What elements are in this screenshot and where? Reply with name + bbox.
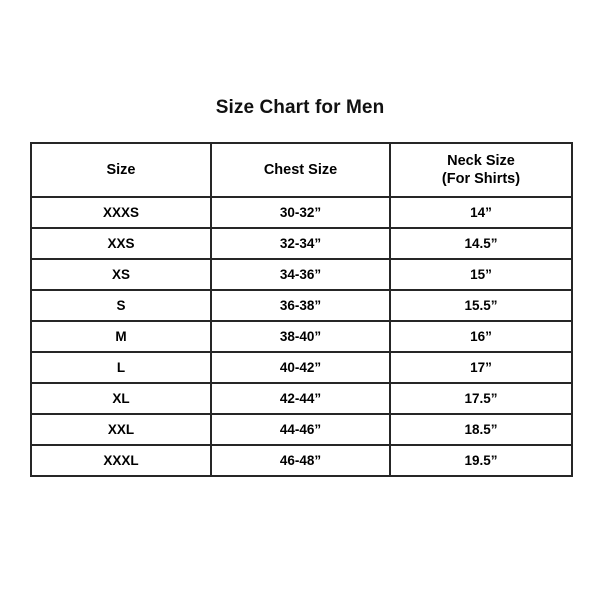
cell-chest: 36-38” (210, 289, 391, 322)
column-header-size-line-1: Size (106, 162, 136, 178)
size-chart-container: Size Chest Size Neck Size (For Shirts) X… (30, 142, 573, 477)
cell-neck: 16” (389, 320, 573, 353)
cell-neck: 15” (389, 258, 573, 291)
table-row: XL 42-44” 17.5” (30, 382, 573, 415)
table-header-row: Size Chest Size Neck Size (For Shirts) (30, 142, 573, 198)
table-row: M 38-40” 16” (30, 320, 573, 353)
table-row: XS 34-36” 15” (30, 258, 573, 291)
column-header-size: Size (30, 142, 212, 198)
column-header-neck-size-line-2: (For Shirts) (441, 171, 521, 187)
cell-size: S (30, 289, 212, 322)
cell-neck: 15.5” (389, 289, 573, 322)
table-row: L 40-42” 17” (30, 351, 573, 384)
cell-size: XXL (30, 413, 212, 446)
cell-size: L (30, 351, 212, 384)
cell-size: XS (30, 258, 212, 291)
cell-chest: 46-48” (210, 444, 391, 477)
table-row: XXS 32-34” 14.5” (30, 227, 573, 260)
table-header: Size Chest Size Neck Size (For Shirts) (30, 142, 573, 198)
cell-chest: 38-40” (210, 320, 391, 353)
cell-chest: 44-46” (210, 413, 391, 446)
cell-neck: 14.5” (389, 227, 573, 260)
cell-chest: 32-34” (210, 227, 391, 260)
cell-size: XL (30, 382, 212, 415)
size-chart-table: Size Chest Size Neck Size (For Shirts) X… (30, 142, 573, 477)
table-row: S 36-38” 15.5” (30, 289, 573, 322)
table-row: XXXL 46-48” 19.5” (30, 444, 573, 477)
cell-neck: 14” (389, 196, 573, 229)
cell-size: XXXL (30, 444, 212, 477)
table-body: XXXS 30-32” 14” XXS 32-34” 14.5” XS 34-3… (30, 196, 573, 477)
cell-size: M (30, 320, 212, 353)
cell-neck: 18.5” (389, 413, 573, 446)
cell-size: XXXS (30, 196, 212, 229)
cell-chest: 34-36” (210, 258, 391, 291)
cell-chest: 30-32” (210, 196, 391, 229)
cell-neck: 17” (389, 351, 573, 384)
cell-neck: 17.5” (389, 382, 573, 415)
cell-chest: 40-42” (210, 351, 391, 384)
column-header-chest-size: Chest Size (210, 142, 391, 198)
column-header-chest-size-line-1: Chest Size (263, 162, 338, 178)
table-row: XXXS 30-32” 14” (30, 196, 573, 229)
column-header-neck-size-line-1: Neck Size (447, 153, 515, 169)
cell-neck: 19.5” (389, 444, 573, 477)
cell-size: XXS (30, 227, 212, 260)
column-header-neck-size: Neck Size (For Shirts) (389, 142, 573, 198)
cell-chest: 42-44” (210, 382, 391, 415)
page-title: Size Chart for Men (215, 97, 385, 118)
table-row: XXL 44-46” 18.5” (30, 413, 573, 446)
